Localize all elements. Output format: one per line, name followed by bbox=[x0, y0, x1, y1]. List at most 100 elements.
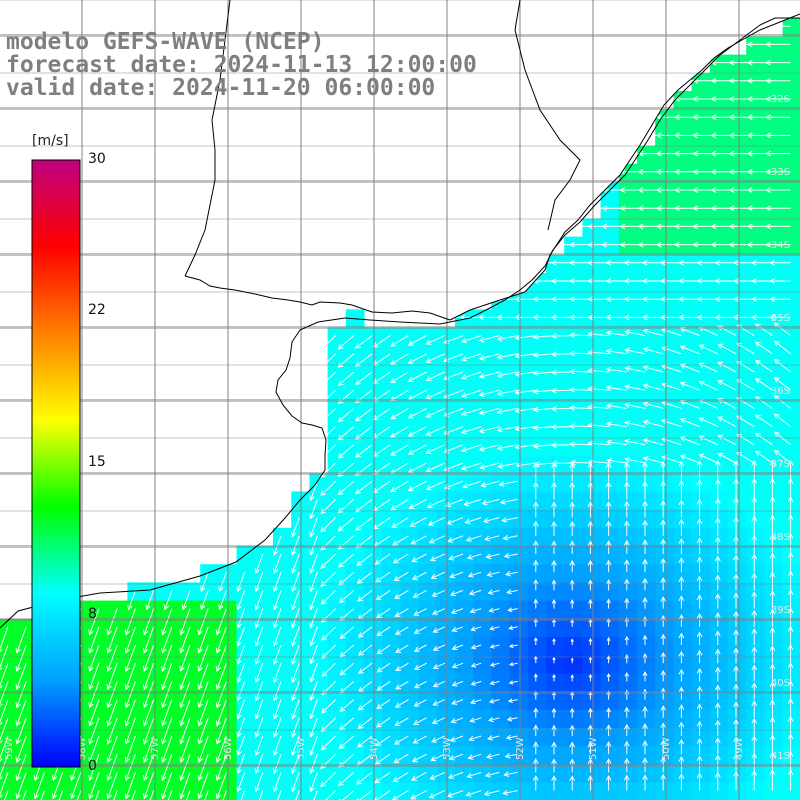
wind-arrowhead bbox=[532, 259, 539, 266]
wind-speed-cell bbox=[455, 582, 474, 602]
wind-arrow bbox=[410, 517, 427, 527]
wind-arrowhead bbox=[661, 364, 668, 370]
wind-arrowhead bbox=[710, 223, 717, 230]
wind-speed-cell bbox=[455, 364, 474, 383]
wind-arrowhead bbox=[551, 724, 557, 731]
wind-speed-cell bbox=[782, 782, 800, 800]
wind-arrowhead bbox=[787, 514, 794, 521]
wind-arrowhead bbox=[698, 380, 705, 387]
wind-arrow bbox=[295, 790, 300, 800]
wind-arrowhead bbox=[320, 544, 326, 551]
wind-arrowhead bbox=[674, 241, 680, 248]
wind-arrowhead bbox=[445, 501, 452, 508]
wind-speed-cell bbox=[782, 163, 800, 183]
wind-speed-cell bbox=[546, 345, 565, 365]
wind-arrowhead bbox=[728, 114, 735, 121]
wind-speed-cell bbox=[109, 764, 128, 784]
wind-arrowhead bbox=[569, 241, 575, 248]
wind-arrowhead bbox=[309, 549, 315, 556]
wind-speed-cell bbox=[473, 527, 492, 547]
wind-speed-cell bbox=[764, 600, 784, 620]
wind-speed-cell bbox=[618, 382, 638, 401]
wind-speed-cell bbox=[564, 673, 583, 693]
wind-speed-cell bbox=[637, 345, 656, 365]
wind-arrowhead bbox=[696, 594, 703, 600]
wind-arrow bbox=[533, 335, 555, 338]
wind-arrow bbox=[431, 571, 446, 579]
wind-arrow bbox=[699, 435, 719, 446]
wind-arrow bbox=[680, 382, 700, 391]
wind-arrowhead bbox=[478, 427, 485, 434]
wind-arrowhead bbox=[552, 656, 556, 661]
wind-arrowhead bbox=[411, 757, 418, 763]
wind-arrowhead bbox=[496, 372, 503, 378]
wind-arrowhead bbox=[88, 702, 94, 709]
wind-arrow bbox=[755, 414, 773, 428]
wind-arrow bbox=[377, 644, 391, 655]
wind-speed-cell bbox=[473, 400, 492, 420]
wind-arrowhead bbox=[179, 756, 185, 763]
wind-arrowhead bbox=[291, 695, 297, 702]
wind-arrowhead bbox=[733, 592, 739, 598]
wind-arrow bbox=[258, 790, 264, 800]
wind-speed-cell bbox=[491, 691, 511, 711]
wind-arrowhead bbox=[605, 385, 612, 391]
wind-arrow bbox=[255, 754, 264, 774]
wind-arrowhead bbox=[551, 618, 557, 623]
wind-arrowhead bbox=[787, 589, 794, 595]
wind-arrowhead bbox=[587, 540, 594, 547]
wind-arrowhead bbox=[714, 498, 721, 504]
wind-arrow bbox=[107, 681, 118, 708]
wind-speed-cell bbox=[782, 546, 800, 565]
wind-speed-cell bbox=[436, 655, 456, 674]
wind-speed-cell bbox=[728, 655, 747, 674]
wind-speed-cell bbox=[418, 728, 438, 747]
wind-arrow bbox=[0, 626, 9, 651]
wind-arrowhead bbox=[407, 358, 414, 364]
wind-arrowhead bbox=[532, 314, 539, 321]
wind-speed-cell bbox=[764, 364, 784, 383]
longitude-label: 56W bbox=[223, 737, 234, 760]
wind-arrowhead bbox=[751, 534, 758, 541]
wind-arrowhead bbox=[197, 793, 203, 800]
wind-arrow bbox=[355, 517, 373, 531]
wind-arrowhead bbox=[407, 467, 414, 473]
wind-arrow bbox=[500, 498, 518, 504]
wind-arrowhead bbox=[489, 680, 495, 686]
wind-arrowhead bbox=[692, 205, 698, 212]
wind-arrow bbox=[390, 444, 409, 456]
wind-arrowhead bbox=[551, 741, 557, 748]
wind-arrow bbox=[408, 444, 427, 455]
wind-arrow bbox=[570, 425, 591, 428]
wind-speed-cell bbox=[673, 127, 693, 147]
wind-speed-cell bbox=[709, 218, 729, 238]
wind-speed-cell bbox=[746, 782, 765, 800]
wind-speed-cell bbox=[382, 527, 401, 547]
wind-arrow bbox=[755, 432, 773, 446]
wind-arrowhead bbox=[485, 553, 492, 560]
wind-arrowhead bbox=[272, 568, 279, 574]
wind-speed-cell bbox=[382, 782, 401, 800]
wind-arrowhead bbox=[751, 591, 758, 597]
wind-speed-cell bbox=[509, 491, 529, 511]
wind-speed-cell bbox=[618, 691, 638, 711]
wind-arrowhead bbox=[236, 604, 242, 611]
wind-arrow bbox=[107, 717, 118, 744]
wind-arrow bbox=[736, 379, 755, 391]
wind-arrowhead bbox=[787, 478, 794, 484]
wind-arrow bbox=[255, 663, 264, 683]
wind-arrow bbox=[410, 790, 427, 800]
wind-arrow bbox=[643, 384, 664, 391]
wind-arrow bbox=[468, 753, 482, 759]
wind-arrowhead bbox=[569, 368, 575, 375]
wind-speed-cell bbox=[491, 618, 511, 638]
wind-arrowhead bbox=[624, 689, 630, 695]
wind-speed-cell bbox=[655, 473, 674, 492]
wind-arrow bbox=[161, 681, 173, 708]
wind-speed-cell bbox=[618, 473, 638, 492]
wind-arrowhead bbox=[637, 132, 644, 139]
wind-speed-cell bbox=[236, 673, 256, 693]
wind-speed-cell bbox=[418, 345, 438, 365]
wind-arrowhead bbox=[393, 739, 400, 745]
